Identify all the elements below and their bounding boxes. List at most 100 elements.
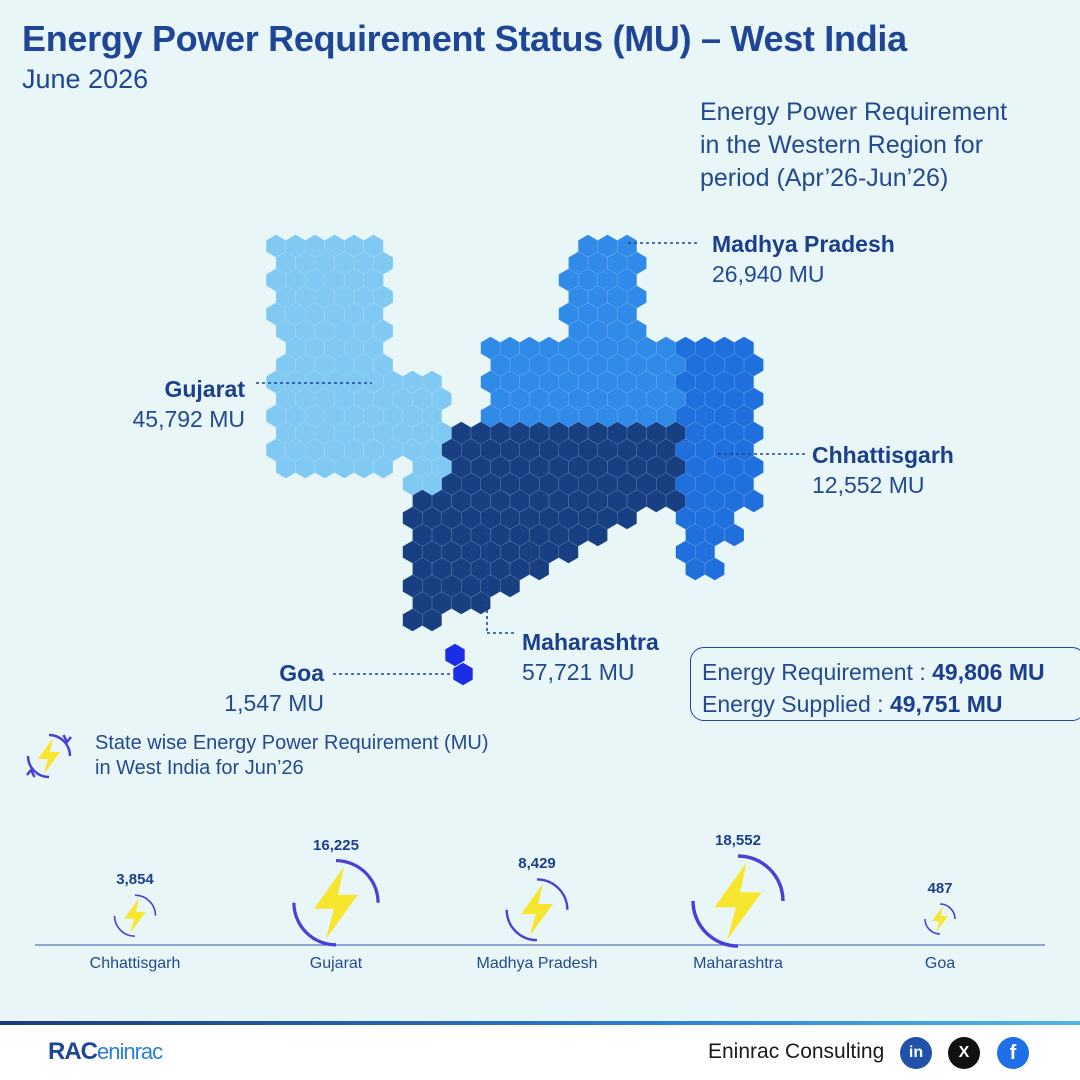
hex-gujarat — [324, 438, 345, 462]
hex-maharashtra — [402, 574, 423, 598]
hex-maharashtra — [461, 438, 481, 462]
linkedin-icon[interactable]: in — [900, 1037, 932, 1069]
hex-gujarat — [363, 336, 384, 360]
hex-gujarat — [315, 285, 335, 309]
hex-gujarat — [432, 421, 452, 445]
hex-goa — [445, 643, 465, 667]
hex-gujarat — [354, 285, 374, 309]
hex-madhya-pradesh — [578, 234, 598, 258]
hex-gujarat — [295, 285, 315, 309]
hex-maharashtra — [461, 506, 481, 530]
hex-madhya-pradesh — [558, 302, 579, 326]
hex-gujarat — [266, 438, 286, 462]
hex-maharashtra — [480, 574, 501, 598]
hex-goa — [453, 662, 473, 686]
hex-gujarat — [276, 285, 296, 309]
hex-chhattisgarh — [675, 540, 696, 564]
hex-maharashtra — [422, 506, 442, 530]
hex-maharashtra — [558, 540, 579, 564]
hex-madhya-pradesh — [578, 370, 598, 394]
hex-maharashtra — [461, 540, 481, 564]
hex-maharashtra — [627, 455, 647, 479]
data-label: 16,225 — [313, 836, 359, 854]
hex-gujarat — [334, 319, 354, 343]
hex-chhattisgarh — [685, 455, 705, 479]
x-icon[interactable]: X — [948, 1037, 980, 1069]
hex-madhya-pradesh — [636, 404, 657, 428]
hex-madhya-pradesh — [539, 336, 559, 360]
hex-chhattisgarh — [705, 557, 725, 581]
hex-maharashtra — [617, 506, 637, 530]
hex-gujarat — [295, 455, 315, 479]
hex-chhattisgarh — [744, 489, 764, 513]
hex-maharashtra — [471, 455, 491, 479]
hex-madhya-pradesh — [617, 234, 637, 258]
hex-madhya-pradesh — [539, 370, 559, 394]
data-label: 8,429 — [518, 855, 556, 873]
hex-chhattisgarh — [734, 438, 754, 462]
hex-gujarat — [315, 319, 335, 343]
hex-gujarat — [276, 319, 296, 343]
hex-maharashtra — [558, 472, 579, 496]
hex-madhya-pradesh — [646, 387, 666, 411]
hex-madhya-pradesh — [617, 404, 637, 428]
hex-chhattisgarh — [724, 523, 744, 547]
hex-maharashtra — [519, 438, 540, 462]
hex-maharashtra — [451, 523, 471, 547]
hex-maharashtra — [617, 438, 637, 462]
hex-gujarat — [412, 455, 432, 479]
hex-madhya-pradesh — [588, 387, 608, 411]
hex-maharashtra — [549, 523, 569, 547]
hex-maharashtra — [529, 421, 549, 445]
hex-maharashtra — [568, 455, 588, 479]
hex-madhya-pradesh — [627, 319, 647, 343]
hex-gujarat — [344, 370, 364, 394]
hex-chhattisgarh — [724, 387, 744, 411]
hex-maharashtra — [656, 472, 676, 496]
hex-chhattisgarh — [675, 336, 696, 360]
hex-gujarat — [354, 421, 374, 445]
hex-maharashtra — [646, 489, 666, 513]
hex-maharashtra — [451, 489, 471, 513]
hex-madhya-pradesh — [558, 370, 579, 394]
hex-maharashtra — [510, 523, 530, 547]
hex-chhattisgarh — [695, 370, 715, 394]
hex-gujarat — [305, 404, 325, 428]
hex-maharashtra — [656, 438, 676, 462]
hex-madhya-pradesh — [597, 234, 618, 258]
hex-chhattisgarh — [705, 455, 725, 479]
hex-maharashtra — [432, 557, 452, 581]
hex-maharashtra — [432, 523, 452, 547]
hex-maharashtra — [597, 506, 618, 530]
hex-madhya-pradesh — [656, 336, 676, 360]
hex-gujarat — [363, 438, 384, 462]
hex-madhya-pradesh — [607, 387, 627, 411]
hex-maharashtra — [422, 574, 442, 598]
hex-maharashtra — [510, 421, 530, 445]
hex-maharashtra — [412, 523, 432, 547]
hex-gujarat — [354, 251, 374, 275]
hex-maharashtra — [529, 557, 549, 581]
hex-gujarat — [402, 404, 423, 428]
hex-gujarat — [295, 251, 315, 275]
hex-gujarat — [324, 268, 345, 292]
hex-gujarat — [344, 438, 364, 462]
hex-gujarat — [315, 387, 335, 411]
hex-gujarat — [363, 268, 384, 292]
hex-maharashtra — [451, 421, 471, 445]
hex-gujarat — [266, 234, 286, 258]
hex-chhattisgarh — [695, 336, 715, 360]
hex-gujarat — [354, 353, 374, 377]
label-gujarat: Gujarat 45,792 MU — [132, 376, 245, 432]
facebook-icon[interactable]: f — [997, 1037, 1029, 1069]
hex-maharashtra — [441, 574, 462, 598]
hex-madhya-pradesh — [480, 370, 501, 394]
hex-gujarat — [334, 455, 354, 479]
hex-maharashtra — [627, 489, 647, 513]
hex-maharashtra — [646, 455, 666, 479]
hex-maharashtra — [568, 421, 588, 445]
hex-madhya-pradesh — [666, 353, 686, 377]
hex-gujarat — [315, 421, 335, 445]
hex-gujarat — [324, 404, 345, 428]
hex-madhya-pradesh — [588, 319, 608, 343]
